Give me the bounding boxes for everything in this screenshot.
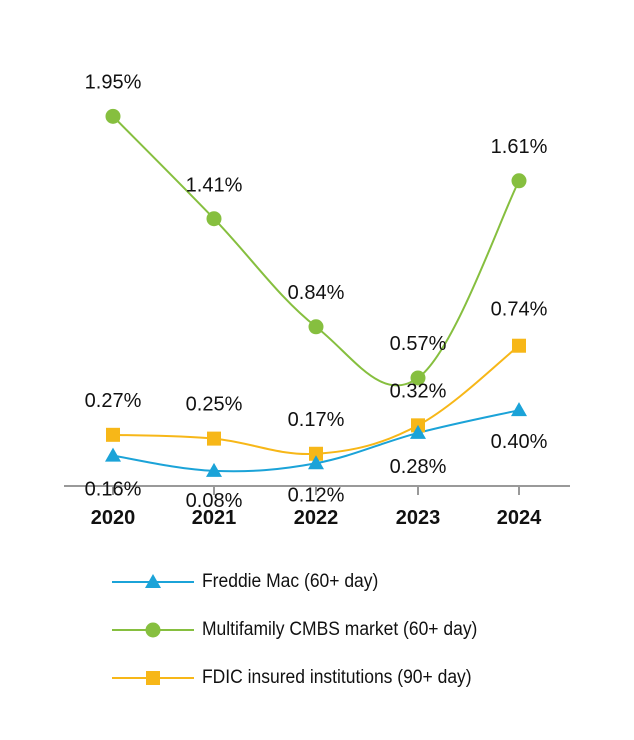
legend-swatch-fdic: [112, 671, 194, 685]
data-point: [410, 370, 426, 386]
data-point: [105, 108, 121, 124]
data-label: 1.95%: [85, 71, 142, 93]
chart-legend: Freddie Mac (60+ day) Multifamily CMBS m…: [112, 570, 501, 714]
data-label: 0.28%: [390, 456, 447, 478]
legend-label: Multifamily CMBS market (60+ day): [202, 619, 478, 640]
data-point: [511, 402, 527, 417]
series-line: [112, 344, 520, 456]
data-label: 0.17%: [288, 409, 345, 431]
data-label: 0.40%: [491, 431, 548, 453]
data-point: [309, 446, 323, 461]
x-tick-label: 2023: [396, 507, 441, 529]
legend-swatch-freddie-mac: [112, 574, 194, 588]
data-label: 0.16%: [85, 479, 142, 501]
data-point: [206, 462, 222, 477]
data-label: 0.32%: [390, 380, 447, 402]
x-tick-label: 2022: [294, 507, 339, 529]
legend-label: FDIC insured institutions (90+ day): [202, 667, 472, 688]
data-label: 1.61%: [491, 136, 548, 158]
data-point: [106, 427, 120, 442]
data-label: 1.41%: [186, 175, 243, 197]
legend-label: Freddie Mac (60+ day): [202, 571, 379, 592]
x-tick-label: 2021: [192, 507, 237, 529]
data-label: 0.74%: [491, 299, 548, 321]
x-tick-label: 2020: [91, 507, 136, 529]
legend-item-freddie-mac: Freddie Mac (60+ day): [112, 570, 501, 594]
data-point: [207, 431, 221, 446]
data-point: [308, 319, 324, 335]
line-chart: 2020 2021 2022 2023 2024 1.95% 1.41% 0.84% 0.57%…: [64, 71, 570, 529]
data-point: [410, 424, 426, 439]
data-label: 0.12%: [288, 484, 345, 506]
data-point: [512, 338, 526, 353]
data-label: 0.25%: [186, 394, 243, 416]
data-point: [206, 211, 222, 227]
data-label: 0.57%: [390, 333, 447, 355]
legend-swatch-multifamily-cmbs: [112, 622, 194, 638]
legend-item-fdic: FDIC insured institutions (90+ day): [112, 666, 501, 690]
data-label: 0.27%: [85, 390, 142, 412]
data-label: 0.08%: [186, 490, 243, 512]
series-line: [112, 115, 520, 387]
data-point: [511, 173, 527, 189]
x-tick-label: 2024: [497, 507, 542, 529]
data-point: [308, 455, 324, 470]
data-point: [105, 447, 121, 462]
data-label: 0.84%: [288, 282, 345, 304]
legend-item-multifamily-cmbs: Multifamily CMBS market (60+ day): [112, 618, 501, 642]
